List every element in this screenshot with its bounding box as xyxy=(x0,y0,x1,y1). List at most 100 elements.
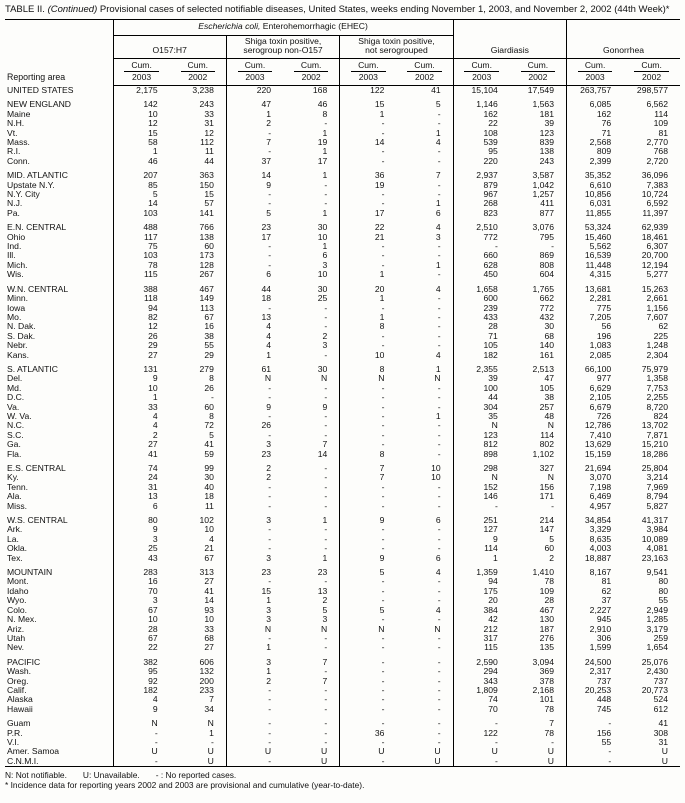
value-cell: 5 xyxy=(549,534,554,544)
reporting-area-cell: N.Y. City xyxy=(7,190,40,200)
value-cell: 4 xyxy=(225,341,284,351)
value-cell: 3 xyxy=(225,553,284,564)
value-cell: 10 xyxy=(112,615,170,625)
value-cell: - xyxy=(324,312,328,322)
table-row: Ill. 103 173 - 6 - - 660 869 16,539 20,700 xyxy=(5,251,680,261)
value-cell: - xyxy=(339,147,397,157)
value-cell: 31 xyxy=(204,119,214,129)
table-row: Ky. 24 30 2 - 7 10 N N 3,070 3,214 xyxy=(5,473,680,483)
value-cell: - xyxy=(324,704,328,714)
value-cell: - xyxy=(324,501,328,511)
value-cell: 141 xyxy=(199,208,214,218)
reporting-area-cell: Idaho xyxy=(7,586,29,596)
shiga-not-serogrouped-column-header: Shiga toxin positive, not serogrouped xyxy=(339,35,454,59)
value-cell: 6,629 xyxy=(566,383,624,394)
value-cell: 78 xyxy=(544,704,554,714)
value-cell: 138 xyxy=(199,232,214,242)
value-cell: - xyxy=(452,756,510,767)
value-cell: 1,248 xyxy=(646,341,668,351)
value-cell: 20 xyxy=(452,596,510,606)
value-cell: 66,100 xyxy=(566,364,624,375)
value-cell: 62 xyxy=(566,586,624,597)
value-cell: 3,094 xyxy=(532,657,554,667)
value-cell: 4 xyxy=(112,695,170,705)
reporting-area-header: Reporting area xyxy=(7,71,66,82)
o157h7-label: O157:H7 xyxy=(152,45,187,56)
value-cell: 114 xyxy=(452,544,510,554)
value-cell: - xyxy=(437,331,441,341)
value-cell: - xyxy=(339,577,397,587)
value-cell: - xyxy=(339,586,397,597)
value-cell: 207 xyxy=(112,171,170,181)
value-cell: 11 xyxy=(204,501,214,511)
value-cell: 279 xyxy=(199,364,214,374)
value-cell: 25 xyxy=(112,544,170,554)
value-cell: - xyxy=(225,756,284,767)
table-row: W. Va. 4 8- - -1 35 48 726 824 xyxy=(5,411,680,422)
value-cell: 55 xyxy=(204,341,214,351)
value-cell: 81 xyxy=(658,128,668,138)
value-cell: 81 xyxy=(566,577,624,587)
value-cell: 251 xyxy=(452,516,510,526)
value-cell: - xyxy=(225,737,284,748)
value-cell: 7,205 xyxy=(566,312,624,323)
value-cell: 4,003 xyxy=(566,544,624,554)
table-row: Pa. 103 141 5 1 17 6 823 877 11,855 11,397 xyxy=(5,208,680,219)
value-cell xyxy=(112,359,170,365)
cum-label: Cum. xyxy=(634,60,669,73)
value-cell: 171 xyxy=(539,492,554,502)
value-cell: - xyxy=(437,737,441,747)
reporting-area-cell: W.N. CENTRAL xyxy=(7,284,69,294)
value-cell: 7,753 xyxy=(646,383,668,393)
value-cell: - xyxy=(339,544,397,554)
value-cell: 35 xyxy=(452,411,510,422)
value-cell xyxy=(566,218,624,224)
value-cell: 308 xyxy=(653,728,668,738)
table-row: V.I. - - - - - - - - 55 31 xyxy=(5,737,680,748)
value-cell: 59 xyxy=(204,449,214,459)
value-cell: 8,794 xyxy=(646,492,668,502)
value-cell: 1 xyxy=(339,109,397,120)
table-row: Fla. 41 59 23 14 8 - 898 1,102 15,159 18,286 xyxy=(5,449,680,459)
value-cell xyxy=(452,95,510,101)
giardiasis-header-spacer xyxy=(453,20,566,36)
value-cell: 2 xyxy=(225,676,284,686)
cum-label: Cum. xyxy=(293,60,329,73)
value-cell: 105 xyxy=(452,341,510,351)
value-cell: - xyxy=(324,322,328,332)
value-cell: 9 xyxy=(112,525,170,535)
value-cell: U xyxy=(661,756,668,766)
value-cell: 115 xyxy=(112,270,170,280)
value-cell: 42 xyxy=(452,615,510,625)
value-cell: 123 xyxy=(539,128,554,138)
year-label: 2002 xyxy=(301,72,321,83)
value-cell: 4 xyxy=(112,421,170,431)
reporting-area-cell: N.H. xyxy=(7,119,25,129)
value-cell: 140 xyxy=(539,341,554,351)
value-cell: 1,809 xyxy=(452,685,510,696)
header-row-subgroups: O157:H7 Shiga toxin positive, serogroup n… xyxy=(5,35,680,59)
value-cell: 243 xyxy=(199,100,214,110)
value-cell: 46 xyxy=(112,156,170,167)
table-row: Iowa 94 113 - - - - 239 772 775 1,156 xyxy=(5,303,680,313)
value-cell: 2,085 xyxy=(566,350,624,360)
column-header-cum-2003: Cum. 2003 xyxy=(566,58,624,86)
cum-label: Cum. xyxy=(237,60,273,73)
value-cell: 1 xyxy=(225,596,284,606)
value-cell: 44 xyxy=(204,156,214,166)
value-cell: 67 xyxy=(204,312,214,322)
value-cell: 181 xyxy=(539,109,554,119)
value-cell: 2,430 xyxy=(646,667,668,677)
value-cell: - xyxy=(324,421,328,431)
cum-label: Cum. xyxy=(407,60,442,73)
value-cell: - xyxy=(225,577,284,587)
value-cell: 15,460 xyxy=(566,232,624,243)
value-cell: - xyxy=(324,199,328,209)
table-row: Ark. 9 10 - - - - 127 147 3,329 3,984 xyxy=(5,525,680,535)
reporting-area-cell: Alaska xyxy=(7,695,33,705)
value-cell: 1 xyxy=(435,199,441,209)
reporting-area-cell: Ill. xyxy=(7,251,16,261)
value-cell: 35,352 xyxy=(566,171,624,181)
value-cell: - xyxy=(324,180,328,190)
value-cell: 4 xyxy=(435,138,441,147)
